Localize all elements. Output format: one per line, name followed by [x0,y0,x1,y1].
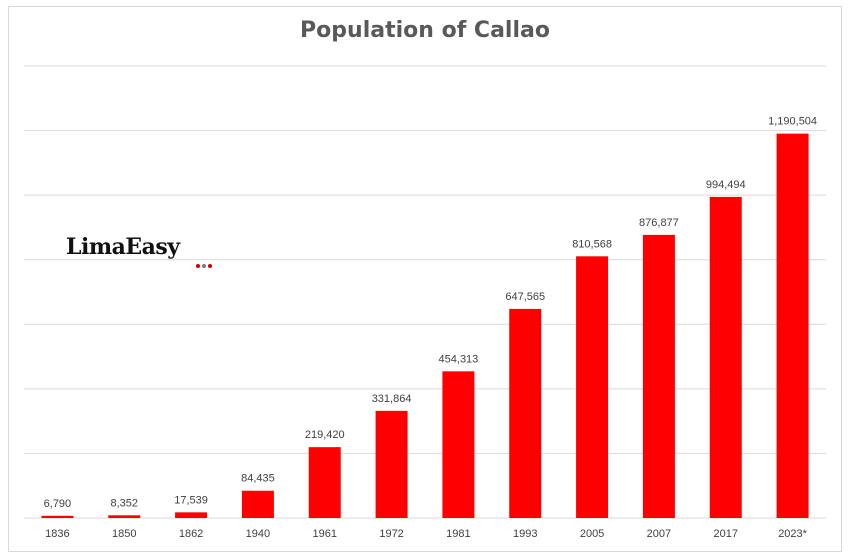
x-tick-label: 1850 [112,528,136,540]
logo-dot [208,264,212,268]
bar [642,234,675,519]
bar [576,256,609,518]
bar [241,490,274,518]
data-label: 876,877 [639,217,679,229]
chart-title: Population of Callao [300,18,550,43]
data-label: 331,864 [372,393,412,405]
logo-dot [196,264,200,268]
data-label: 219,420 [305,429,345,441]
x-tick-label: 1836 [45,528,69,540]
data-label: 994,494 [706,179,746,191]
data-label: 8,352 [110,497,138,509]
chart-frame [8,6,842,552]
x-tick-label: 1972 [379,528,403,540]
bar [509,308,542,518]
x-tick-label: 2017 [714,528,738,540]
bar [108,515,141,518]
x-tick-label: 2007 [647,528,671,540]
x-tick-label: 1940 [246,528,270,540]
data-label: 84,435 [241,473,275,485]
data-label: 6,790 [44,498,72,510]
x-tick-label: 2005 [580,528,604,540]
bar [709,196,742,518]
bar [175,512,208,518]
logo-dot [202,264,206,268]
x-tick-label: 1981 [446,528,470,540]
x-tick-label: 1993 [513,528,537,540]
bar [308,447,341,518]
data-label: 1,190,504 [768,116,817,128]
data-label: 647,565 [505,291,545,303]
data-label: 810,568 [572,238,612,250]
logo-dots [196,248,236,268]
x-tick-label: 1961 [313,528,337,540]
data-label: 17,539 [174,494,208,506]
x-tick-label: 1862 [179,528,203,540]
bar [41,515,74,518]
data-label: 454,313 [439,353,479,365]
x-tick-label: 2023* [778,528,807,540]
logo-text: LimaEasy [66,234,180,260]
bar [442,371,475,518]
bar [776,133,809,519]
limaeasy-logo: LimaEasy [66,234,212,268]
bar [375,410,408,518]
